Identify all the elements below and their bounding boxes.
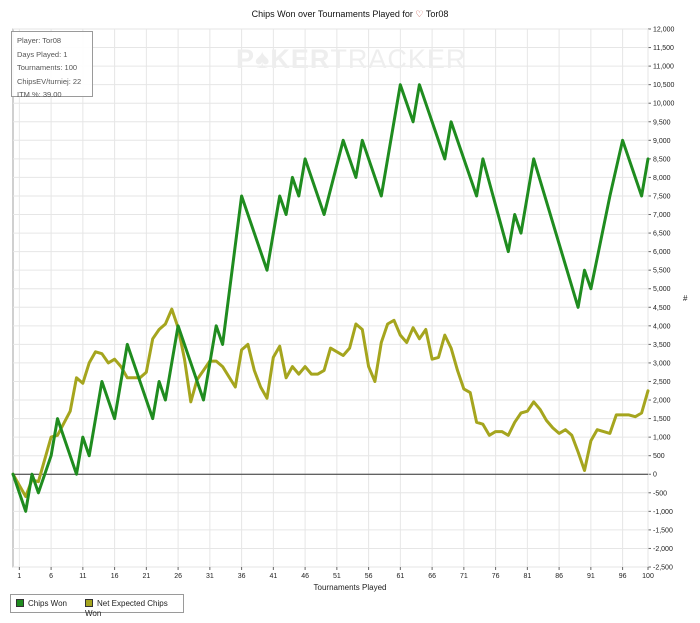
watermark-suit: ♠ (255, 44, 271, 74)
y-tick-label: -1,500 (653, 527, 673, 534)
legend-item-net-expected[interactable]: Net Expected Chips Won (85, 599, 183, 618)
y-tick-label: 6,500 (653, 231, 671, 238)
watermark-tracker: TRACKER (330, 44, 467, 74)
y-tick-label: 2,500 (653, 379, 671, 386)
x-tick-label: 1 (17, 573, 21, 580)
x-tick-label: 96 (619, 573, 627, 580)
y-tick-label: 5,000 (653, 286, 671, 293)
y-tick-label: 11,500 (653, 45, 674, 52)
x-tick-label: 46 (301, 573, 309, 580)
legend-label-chips-won: Chips Won (28, 599, 67, 608)
chart-title-text: Chips Won over Tournaments Played for (251, 9, 413, 19)
y-tick-label: 7,500 (653, 193, 671, 200)
y-tick-label: 4,500 (653, 305, 671, 312)
legend-swatch-net-expected (85, 599, 93, 607)
x-tick-label: 61 (396, 573, 404, 580)
x-tick-label: 56 (365, 573, 373, 580)
y-tick-label: 9,500 (653, 119, 671, 126)
pokertracker-watermark: P♠KERTRACKER (236, 44, 466, 75)
y-tick-label: 6,000 (653, 249, 671, 256)
watermark-p: P (236, 44, 256, 74)
legend-item-chips-won[interactable]: Chips Won (16, 599, 67, 609)
x-tick-label: 76 (492, 573, 500, 580)
x-tick-label: 51 (333, 573, 341, 580)
series-line-chips-won (11, 83, 650, 513)
x-tick-label: 31 (206, 573, 214, 580)
chart-legend: Chips Won Net Expected Chips Won (10, 594, 184, 618)
chart-title-player: Tor08 (425, 9, 449, 19)
y-tick-label: 500 (653, 453, 665, 460)
x-tick-label: 66 (428, 573, 436, 580)
watermark-ker: KER (270, 44, 331, 74)
y-tick-label: -2,500 (653, 565, 673, 572)
y-tick-label: 0 (653, 472, 657, 479)
y-tick-label: 8,500 (653, 156, 671, 163)
stats-info-box: Player: Tor08 Days Played: 1 Tournaments… (11, 31, 93, 99)
x-tick-label: 81 (523, 573, 531, 580)
x-tick-label: 71 (460, 573, 468, 580)
y-axis-label: # (683, 294, 688, 303)
x-axis-label: Tournaments Played (313, 583, 387, 592)
y-tick-label: 7,000 (653, 212, 671, 219)
info-days-played: Days Played: 1 (17, 49, 68, 59)
x-tick-label: 11 (79, 573, 86, 580)
chart-title: Chips Won over Tournaments Played for ♡ … (0, 9, 700, 20)
y-tick-label: -2,000 (653, 546, 673, 553)
y-tick-label: -1,000 (653, 509, 673, 516)
info-player: Player: Tor08 (17, 36, 62, 45)
y-tick-label: 10,000 (653, 101, 675, 108)
legend-label-net-expected: Net Expected Chips Won (85, 599, 168, 618)
x-tick-label: 91 (587, 573, 595, 580)
y-tick-label: 9,000 (653, 138, 671, 145)
x-tick-label: 100 (642, 573, 654, 580)
y-tick-label: 2,000 (653, 398, 671, 405)
x-tick-label: 16 (111, 573, 119, 580)
y-tick-label: 3,500 (653, 342, 671, 349)
y-tick-label: -500 (653, 490, 667, 497)
y-tick-label: 10,500 (653, 82, 675, 89)
plot-frame (12, 28, 649, 568)
x-tick-label: 21 (142, 573, 150, 580)
heart-icon: ♡ (415, 9, 424, 19)
x-tick-label: 86 (555, 573, 563, 580)
x-tick-label: 26 (174, 573, 182, 580)
series-line-net-expected-chips-won (11, 307, 650, 498)
y-tick-label: 8,000 (653, 175, 671, 182)
y-tick-label: 12,000 (653, 27, 675, 34)
x-tick-label: 36 (238, 573, 246, 580)
info-chipsev: ChipsEV/turniej: 22 (17, 76, 82, 86)
info-itm: ITM %: 39.00 (17, 90, 62, 100)
y-tick-label: 5,500 (653, 268, 671, 275)
y-tick-label: 3,000 (653, 360, 671, 367)
legend-swatch-chips-won (16, 599, 24, 607)
y-tick-label: 1,500 (653, 416, 671, 423)
y-tick-label: 4,000 (653, 323, 671, 330)
y-tick-label: 1,000 (653, 435, 671, 442)
y-tick-label: 11,000 (653, 64, 674, 71)
x-tick-label: 41 (269, 573, 277, 580)
info-tournaments: Tournaments: 100 (17, 63, 78, 73)
x-tick-label: 6 (49, 573, 53, 580)
